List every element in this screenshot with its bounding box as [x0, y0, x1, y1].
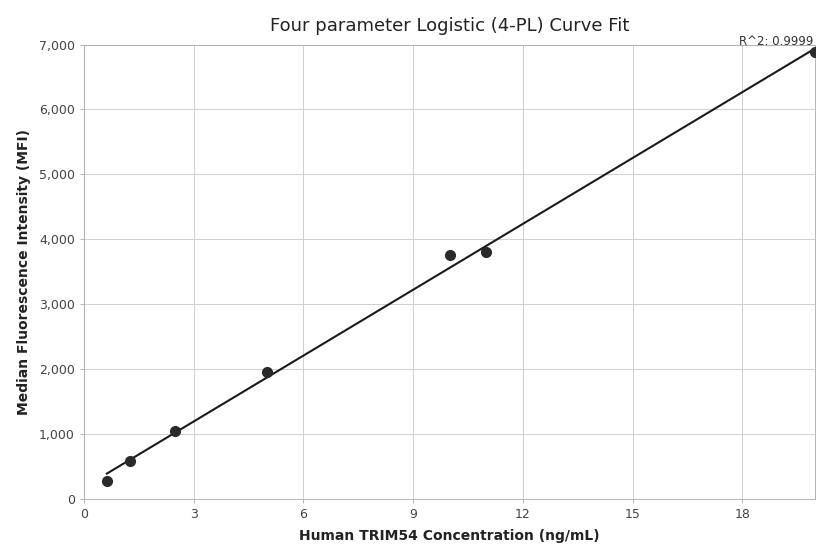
Text: R^2: 0.9999: R^2: 0.9999 — [739, 35, 814, 48]
Y-axis label: Median Fluorescence Intensity (MFI): Median Fluorescence Intensity (MFI) — [17, 129, 31, 415]
Point — [260, 368, 274, 377]
Point — [809, 48, 822, 57]
Point — [100, 477, 113, 486]
Point — [169, 427, 182, 436]
Point — [123, 457, 136, 466]
Title: Four parameter Logistic (4-PL) Curve Fit: Four parameter Logistic (4-PL) Curve Fit — [270, 17, 629, 35]
X-axis label: Human TRIM54 Concentration (ng/mL): Human TRIM54 Concentration (ng/mL) — [300, 529, 600, 543]
Point — [479, 248, 493, 257]
Point — [443, 250, 456, 259]
